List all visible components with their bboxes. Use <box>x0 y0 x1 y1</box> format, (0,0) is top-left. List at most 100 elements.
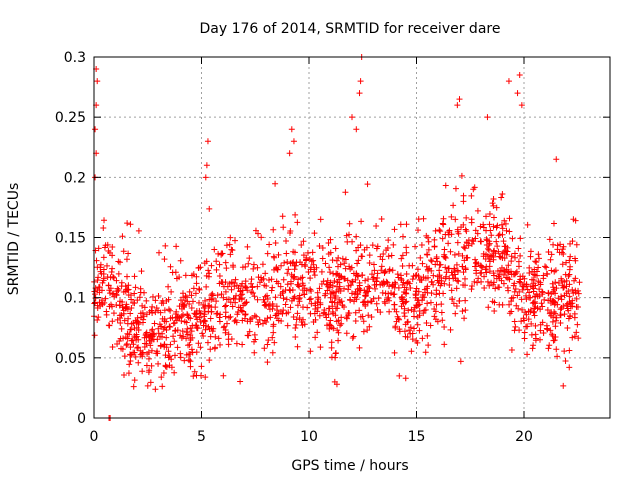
data-point <box>406 327 413 334</box>
data-point <box>332 312 339 319</box>
data-point <box>127 344 134 351</box>
data-point <box>502 243 509 250</box>
data-point <box>523 281 530 288</box>
data-point <box>428 290 435 297</box>
data-point <box>301 291 308 298</box>
data-point <box>563 259 570 266</box>
data-point <box>314 329 321 336</box>
data-point <box>386 283 393 290</box>
data-point <box>403 221 410 228</box>
x-tick-label: 20 <box>515 429 533 445</box>
data-point <box>171 338 178 345</box>
data-point <box>284 258 291 265</box>
data-point <box>342 256 349 263</box>
data-point <box>335 254 342 261</box>
data-point <box>316 242 323 249</box>
data-point <box>93 257 100 264</box>
data-point <box>502 268 509 275</box>
data-point <box>189 298 196 305</box>
data-point <box>436 290 443 297</box>
data-point <box>177 297 184 304</box>
data-point <box>424 274 431 281</box>
data-point <box>412 291 419 298</box>
data-point <box>141 334 148 341</box>
data-point <box>557 320 564 327</box>
data-point <box>558 249 565 256</box>
data-point <box>482 266 489 273</box>
data-point <box>125 250 132 257</box>
data-point <box>469 282 476 289</box>
data-point <box>312 334 319 341</box>
data-point <box>163 327 170 334</box>
data-point <box>300 238 307 245</box>
data-point <box>465 237 472 244</box>
data-point <box>269 284 276 291</box>
data-point <box>333 271 340 278</box>
data-point <box>233 292 240 299</box>
data-point <box>144 382 151 389</box>
data-point <box>131 273 138 280</box>
data-point <box>438 301 445 308</box>
data-point <box>530 342 537 349</box>
data-point <box>403 286 410 293</box>
data-point <box>425 267 432 274</box>
data-point <box>132 284 139 291</box>
data-point <box>414 297 421 304</box>
data-point <box>310 261 317 268</box>
data-point <box>346 296 353 303</box>
data-point <box>460 198 467 205</box>
data-point <box>148 362 155 369</box>
data-point <box>385 294 392 301</box>
data-point <box>136 294 143 301</box>
data-point <box>548 267 555 274</box>
data-point <box>560 382 567 389</box>
data-point <box>172 269 179 276</box>
data-point <box>511 318 518 325</box>
data-point <box>258 234 265 241</box>
data-point <box>514 90 521 97</box>
data-point <box>431 243 438 250</box>
data-point <box>481 273 488 280</box>
data-point <box>149 303 156 310</box>
data-point <box>225 341 232 348</box>
data-point <box>543 325 550 332</box>
data-point <box>230 295 237 302</box>
data-point <box>490 202 497 209</box>
data-point <box>549 280 556 287</box>
data-point <box>101 299 108 306</box>
y-tick-label: 0.3 <box>64 50 86 66</box>
data-point <box>388 252 395 259</box>
data-point <box>544 307 551 314</box>
data-point <box>211 246 218 253</box>
data-point <box>105 247 112 254</box>
data-point <box>122 288 129 295</box>
data-point <box>419 335 426 342</box>
data-point <box>202 322 209 329</box>
data-point <box>330 270 337 277</box>
data-point <box>121 353 128 360</box>
data-point <box>453 261 460 268</box>
data-point <box>567 253 574 260</box>
data-point <box>179 328 186 335</box>
data-point <box>203 162 210 169</box>
data-point <box>569 238 576 245</box>
data-point <box>322 260 329 267</box>
data-point <box>255 274 262 281</box>
data-point <box>495 232 502 239</box>
data-point <box>448 269 455 276</box>
data-point <box>433 287 440 294</box>
data-point <box>250 265 257 272</box>
data-point <box>287 304 294 311</box>
data-point <box>462 297 469 304</box>
data-point <box>350 270 357 277</box>
data-point <box>119 346 126 353</box>
data-point <box>357 313 364 320</box>
data-point <box>282 301 289 308</box>
data-point <box>262 270 269 277</box>
data-point <box>563 283 570 290</box>
data-point <box>462 226 469 233</box>
data-point <box>553 285 560 292</box>
data-point <box>508 346 515 353</box>
data-point <box>539 303 546 310</box>
data-point <box>402 333 409 340</box>
